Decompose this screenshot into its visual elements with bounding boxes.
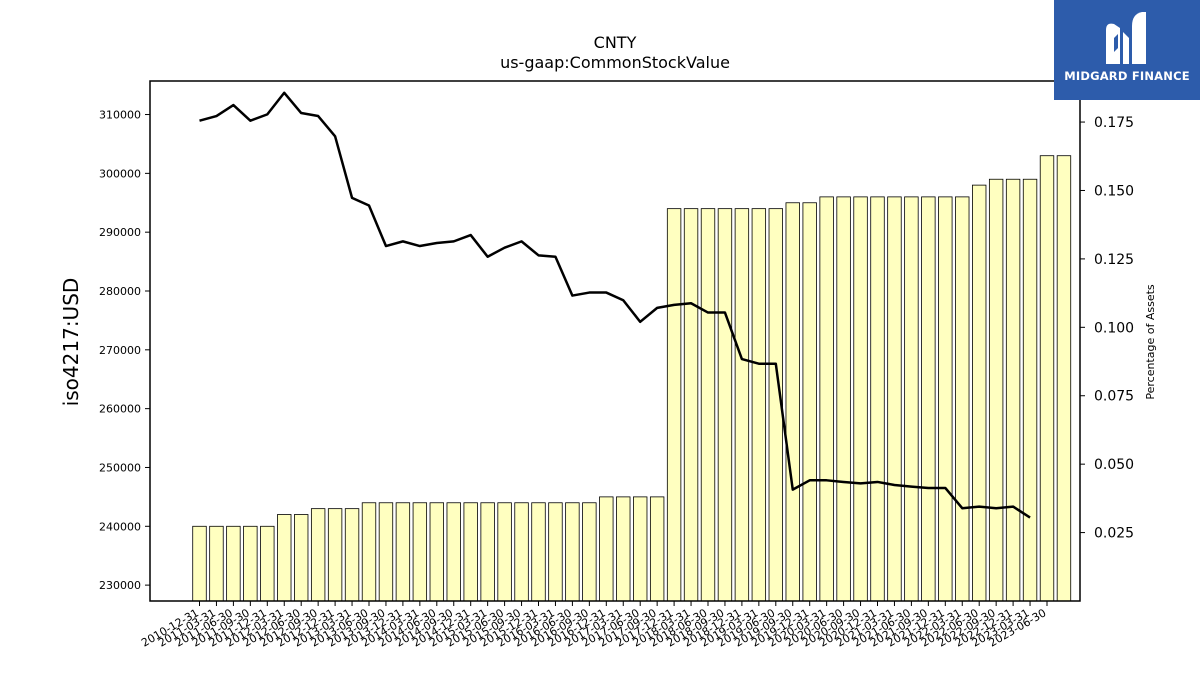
bar [1005,178,1021,602]
bar [582,502,597,602]
bar [649,496,665,602]
y2-tick-label: 0.175 [1094,115,1134,131]
bar [226,525,241,602]
series-line [199,91,1031,519]
bar [853,196,868,602]
bar [446,502,461,602]
chart-title: CNTY [594,33,637,52]
bar [209,525,224,602]
bar [819,196,834,602]
bar [972,184,987,602]
bar [1056,155,1072,602]
bar [633,496,648,602]
bar [412,502,428,602]
chart-subtitle: us-gaap:CommonStockValue [500,53,730,72]
bar [599,496,614,602]
bar [616,496,631,602]
bar [938,196,953,602]
y2-tick-label: 0.150 [1094,183,1134,199]
bar [548,502,563,602]
bar [683,208,699,602]
bar [480,502,495,602]
bar [395,502,411,602]
y2-tick-label: 0.100 [1094,320,1134,336]
y-axis-label: iso4217:USD [59,278,83,407]
y2-tick-label: 0.125 [1094,252,1134,268]
bar [497,502,512,602]
bar [243,525,258,602]
brand-logo: MIDGARD FINANCE [1054,0,1200,100]
bar [361,502,377,602]
brand-name: MIDGARD FINANCE [1064,69,1190,83]
bar [700,208,716,602]
bar [802,202,817,602]
bar [870,196,885,602]
bar [921,196,936,602]
bar [344,508,360,602]
bar [717,208,733,602]
bar [463,502,478,602]
bar [785,202,800,602]
bar [429,502,444,602]
bar [565,502,580,602]
y-tick-label: 240000 [99,520,141,533]
y-tick-label: 250000 [99,461,141,474]
bar [734,208,750,602]
bar [514,502,529,602]
bar [1022,178,1038,602]
bar [260,525,275,602]
y-tick-label: 290000 [99,226,141,239]
bar [531,502,546,602]
bar [955,196,970,602]
y-tick-label: 270000 [99,344,141,357]
y2-axis-label: Percentage of Assets [1144,284,1157,400]
bar [988,178,1004,602]
bars-layer [192,155,1072,602]
bar [666,208,682,602]
bar [1039,155,1055,602]
y-tick-label: 310000 [99,109,141,122]
bar [192,525,207,602]
y2-tick-label: 0.025 [1094,526,1134,542]
bar [310,508,326,602]
y-tick-label: 300000 [99,167,141,180]
bar [277,514,292,602]
line-layer [199,91,1031,519]
bar [327,508,343,602]
y2-tick-label: 0.050 [1094,457,1134,473]
y2-tick-label: 0.075 [1094,389,1134,405]
bar [887,196,902,602]
bar [751,208,767,602]
y-tick-label: 280000 [99,285,141,298]
bar [836,196,851,602]
axes-layer: 230000 240000 250000 260000 270000 280000 2900… [99,80,1134,650]
y-tick-label: 260000 [99,403,141,416]
bar [294,514,309,602]
y-tick-label: 230000 [99,579,141,592]
midgard-m-logo-icon [1106,12,1146,65]
plot-frame [149,80,1081,602]
bar [378,502,394,602]
bar [904,196,919,602]
